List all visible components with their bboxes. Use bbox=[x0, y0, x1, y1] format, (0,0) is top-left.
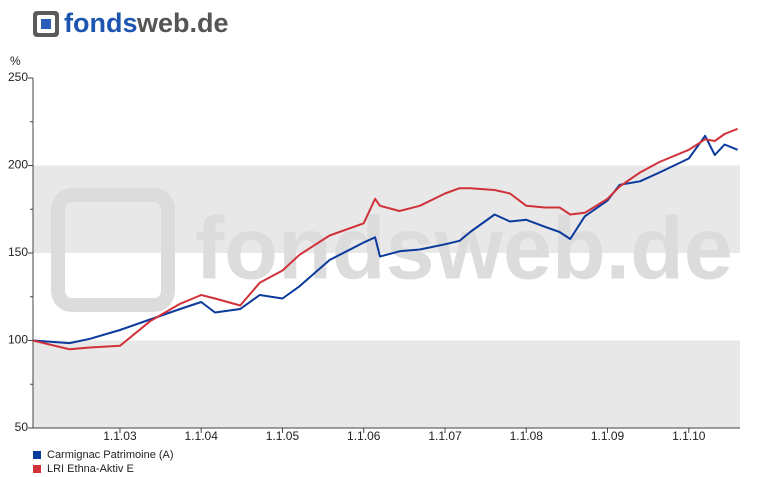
watermark-icon bbox=[51, 188, 175, 312]
y-tick-label: 200 bbox=[8, 158, 28, 172]
watermark: fondsweb.de bbox=[195, 198, 733, 297]
legend-label: LRI Ethna-Aktiv E bbox=[47, 463, 134, 475]
legend-swatch bbox=[33, 451, 41, 459]
logo-icon bbox=[41, 19, 51, 29]
grid-band bbox=[33, 340, 740, 428]
legend-label: Carmignac Patrimoine (A) bbox=[47, 449, 174, 461]
x-tick-label: 1.1.09 bbox=[591, 429, 625, 443]
y-tick-label: 100 bbox=[8, 333, 28, 347]
x-tick-label: 1.1.10 bbox=[672, 429, 706, 443]
x-tick-label: 1.1.04 bbox=[185, 429, 219, 443]
x-tick-label: 1.1.03 bbox=[103, 429, 137, 443]
series-line bbox=[32, 127, 738, 351]
y-tick-label: 50 bbox=[15, 420, 29, 434]
grid-band bbox=[33, 165, 740, 253]
x-tick-label: 1.1.08 bbox=[510, 429, 544, 443]
series-line bbox=[32, 134, 738, 345]
logo: fonds web.de bbox=[33, 8, 229, 38]
x-tick-label: 1.1.06 bbox=[347, 429, 381, 443]
legend-swatch bbox=[33, 465, 41, 473]
y-tick-label: 250 bbox=[8, 70, 28, 84]
y-axis-label: % bbox=[10, 54, 21, 68]
logo-brand: fonds bbox=[64, 8, 138, 38]
x-tick-label: 1.1.05 bbox=[266, 429, 300, 443]
logo-suffix: web.de bbox=[136, 8, 229, 38]
x-tick-label: 1.1.07 bbox=[428, 429, 462, 443]
y-tick-label: 150 bbox=[8, 245, 28, 259]
